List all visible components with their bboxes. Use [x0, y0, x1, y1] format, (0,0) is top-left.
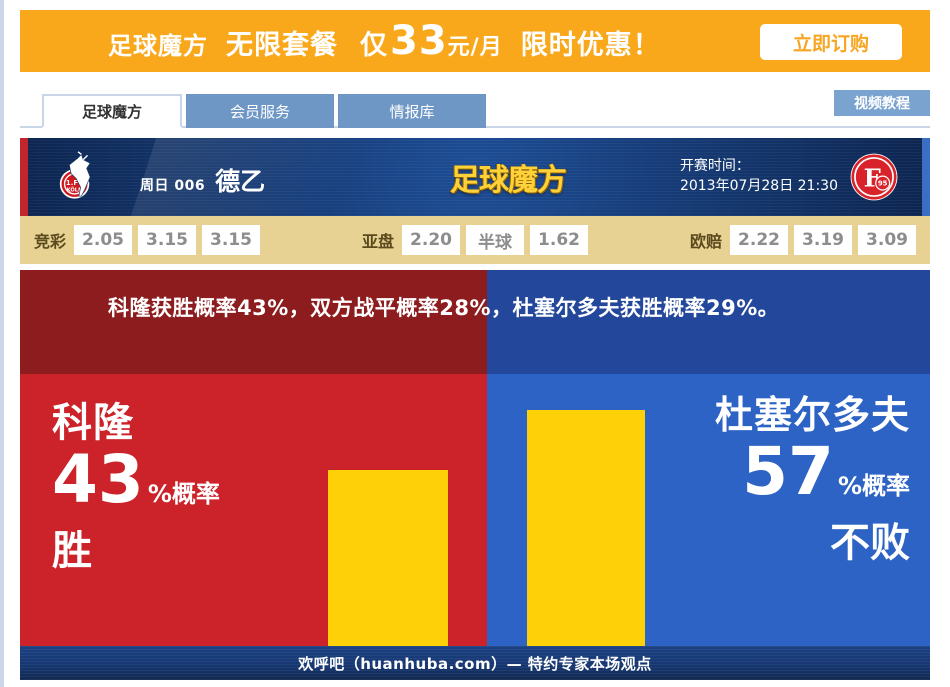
home-outcome: 胜 [52, 528, 92, 574]
promo-unit: 元/月 [447, 34, 503, 60]
odds-jingcai-draw[interactable]: 3.15 [138, 225, 197, 255]
home-team-name: 科隆 [52, 400, 134, 446]
svg-text:95: 95 [878, 180, 888, 188]
kickoff-label: 开赛时间： [679, 158, 750, 174]
away-probability-bar [527, 410, 645, 646]
odds-european-away[interactable]: 3.09 [858, 225, 917, 255]
header-right-accent [922, 138, 930, 216]
odds-european-home[interactable]: 2.22 [730, 225, 789, 255]
odds-asian-away[interactable]: 1.62 [530, 225, 589, 255]
kickoff-info: 开赛时间： 2013年07月28日 21:30 [680, 156, 838, 196]
odds-european-draw[interactable]: 3.19 [794, 225, 853, 255]
footer-text: 欢呼吧（huanhuba.com）— 特约专家本场观点 [298, 654, 652, 673]
tab-member-service[interactable]: 会员服务 [186, 94, 334, 128]
tab-intel-library[interactable]: 情报库 [338, 94, 486, 128]
probability-chart: 科隆 43 %概率 胜 杜塞尔多夫 57 %概率 不败 [20, 374, 930, 646]
odds-row: 竞彩 2.05 3.15 3.15 亚盘 2.20 半球 1.62 欧赔 2.2… [20, 216, 930, 264]
away-stats: 杜塞尔多夫 57 %概率 不败 [715, 392, 910, 568]
match-round: 周日 006 [140, 178, 206, 194]
tab-football-cube[interactable]: 足球魔方 [42, 94, 182, 128]
odds-group-jingcai: 竞彩 2.05 3.15 3.15 [20, 225, 266, 255]
video-tutorial-button[interactable]: 视频教程 [834, 90, 930, 116]
odds-label-asian: 亚盘 [362, 232, 395, 251]
header-left-accent [20, 138, 28, 216]
match-meta: 周日 006 德乙 [140, 162, 265, 198]
kickoff-value: 2013年07月28日 21:30 [679, 178, 838, 194]
probability-summary-band: 科隆获胜概率43%，双方战平概率28%，杜塞尔多夫获胜概率29%。 [20, 270, 930, 374]
odds-asian-home[interactable]: 2.20 [402, 225, 461, 255]
promo-offer: 限时优惠！ [520, 29, 661, 61]
away-outcome: 不败 [830, 520, 910, 566]
odds-label-european: 欧赔 [690, 232, 723, 251]
home-percent-suffix: %概率 [147, 480, 220, 508]
promo-price: 33 [390, 17, 448, 64]
odds-jingcai-home[interactable]: 2.05 [74, 225, 133, 255]
fc-koln-badge-icon: 1.FC KÖLN [59, 151, 91, 199]
odds-jingcai-away[interactable]: 3.15 [202, 225, 261, 255]
match-header: 1.FC KÖLN 周日 006 德乙 足球魔方 开赛时间： 2013年07月2… [20, 138, 930, 216]
order-now-button[interactable]: 立即订购 [760, 24, 902, 60]
page-rail-left [0, 0, 4, 687]
summary-text: 科隆获胜概率43%，双方战平概率28%，杜塞尔多夫获胜概率29%。 [108, 296, 780, 320]
footer-bar: 欢呼吧（huanhuba.com）— 特约专家本场观点 [20, 646, 930, 680]
summary-red-half [20, 270, 487, 374]
tab-bar: 足球魔方 会员服务 情报库 视频教程 [20, 88, 930, 128]
away-percent-suffix: %概率 [837, 472, 910, 500]
away-percent-number: 57 [742, 433, 834, 510]
page-rail-right [946, 0, 950, 687]
home-stats: 科隆 43 %概率 胜 [52, 400, 220, 576]
odds-group-asian: 亚盘 2.20 半球 1.62 [348, 225, 594, 255]
fortuna-dusseldorf-badge-icon: F 95 [850, 153, 898, 201]
football-cube-logo: 足球魔方 [438, 156, 578, 198]
football-cube-logo-text: 足球魔方 [450, 163, 567, 198]
promo-only: 仅 [360, 29, 388, 61]
home-percent-number: 43 [52, 441, 144, 518]
home-percent-line: 43 %概率 [52, 446, 220, 514]
summary-blue-half [487, 270, 930, 374]
odds-asian-handicap[interactable]: 半球 [466, 225, 525, 255]
odds-group-european: 欧赔 2.22 3.19 3.09 [676, 225, 930, 255]
away-team-name: 杜塞尔多夫 [714, 393, 910, 437]
promo-banner: 足球魔方 无限套餐 仅 33 元/月 限时优惠！ 立即订购 [20, 10, 930, 72]
svg-text:1.FC: 1.FC [66, 179, 83, 187]
match-league: 德乙 [215, 167, 266, 196]
home-probability-bar [328, 470, 448, 646]
away-percent-line: 57 %概率 [715, 438, 910, 506]
svg-text:KÖLN: KÖLN [67, 187, 83, 194]
promo-text: 足球魔方 无限套餐 仅 33 元/月 限时优惠！ [108, 21, 663, 62]
promo-plan: 无限套餐 [226, 29, 338, 61]
promo-brand: 足球魔方 [108, 31, 208, 60]
odds-label-jingcai: 竞彩 [34, 232, 67, 251]
